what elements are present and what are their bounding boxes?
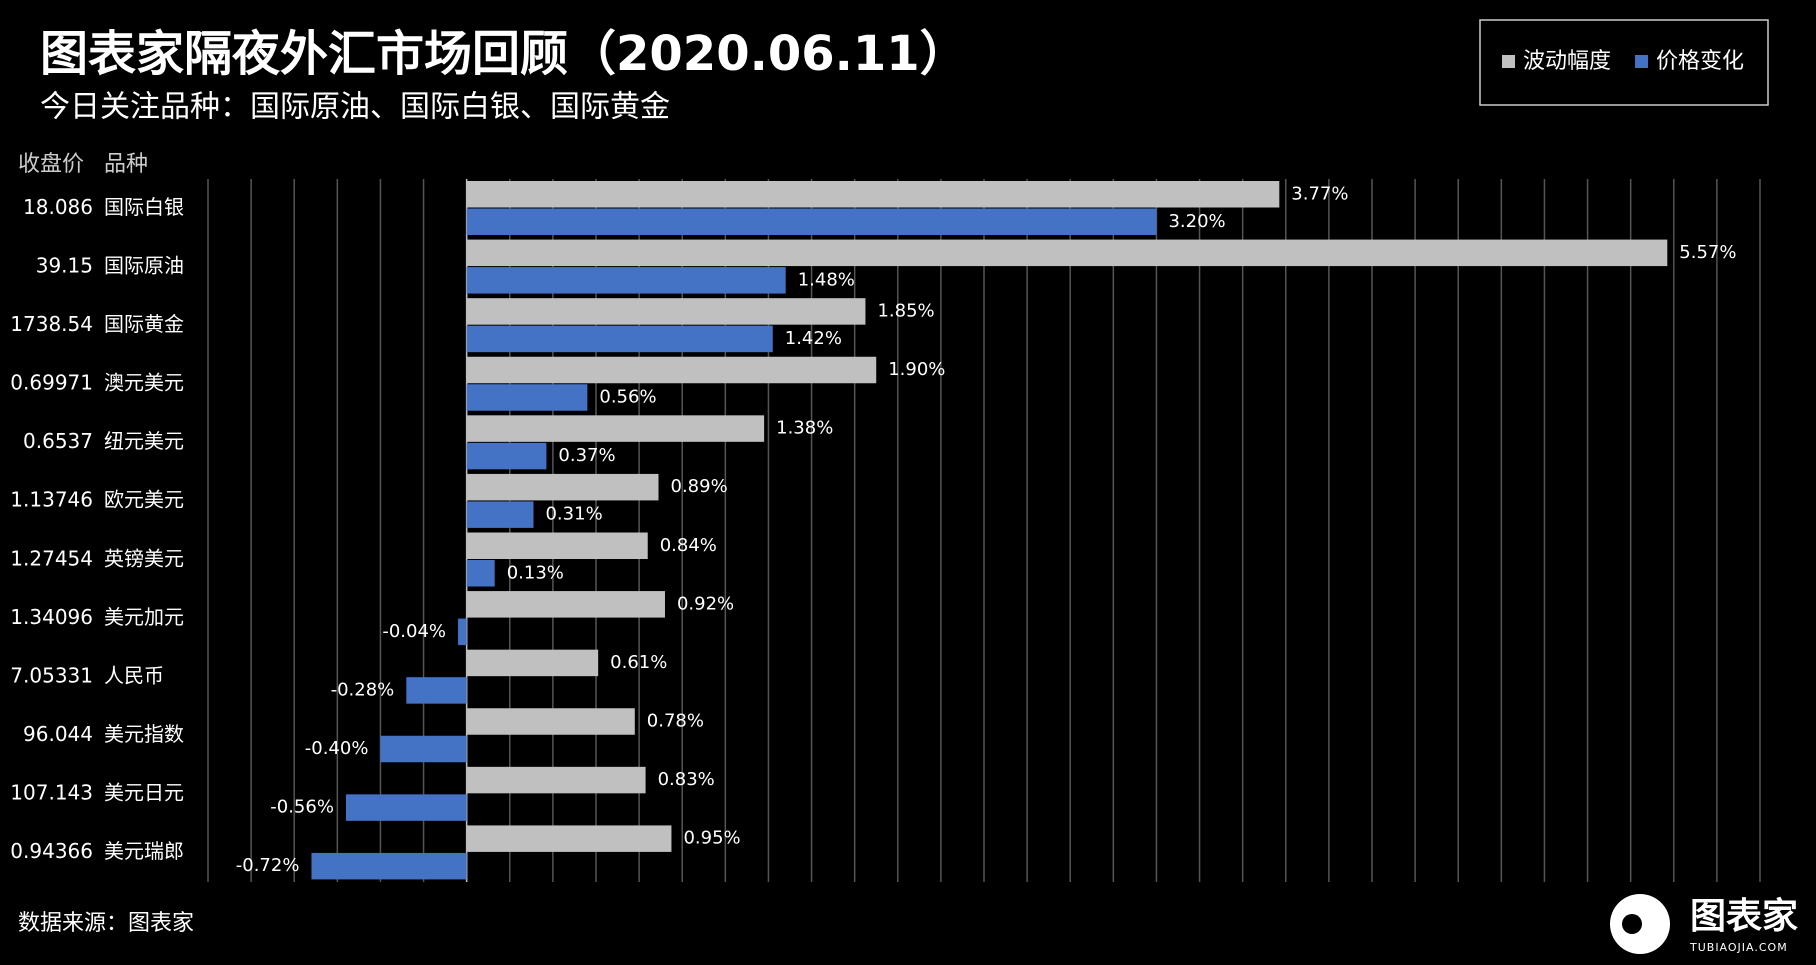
close-price: 39.15 (36, 253, 93, 277)
data-label: 3.20% (1168, 211, 1225, 232)
logo-name: 图表家 (1690, 896, 1798, 937)
y-tick-label: 美元指数 (104, 722, 184, 746)
bar (466, 766, 646, 794)
bar (466, 384, 588, 411)
data-label: -0.56% (270, 797, 334, 818)
legend-box (1479, 19, 1769, 106)
y-tick-label: 美元日元 (104, 781, 184, 805)
close-price: 7.05331 (10, 663, 93, 687)
y-tick-label: 澳元美元 (104, 371, 184, 395)
bar (466, 825, 672, 852)
bar (466, 473, 659, 501)
data-label: 0.84% (660, 535, 717, 556)
bar (458, 618, 467, 646)
data-label: 1.38% (776, 418, 833, 439)
y-tick-label: 人民币 (104, 663, 164, 687)
data-label: 0.31% (545, 504, 602, 525)
close-price: 1.13746 (10, 488, 93, 512)
bar (311, 852, 467, 880)
bar (466, 442, 547, 470)
column-header: 收盘价 (18, 152, 84, 177)
bar (466, 501, 534, 528)
close-price: 107.143 (10, 781, 93, 805)
source: 数据来源：图表家 (18, 911, 194, 936)
legend-label: 价格变化 (1656, 49, 1744, 74)
y-tick-label: 纽元美元 (104, 429, 184, 453)
data-label: 0.61% (610, 652, 667, 673)
data-label: -0.72% (236, 855, 300, 876)
y-tick-label: 国际白银 (104, 195, 184, 219)
data-label: -0.40% (305, 738, 369, 759)
bar (466, 239, 1668, 267)
close-price: 0.94366 (10, 839, 93, 863)
data-label: 0.95% (683, 828, 740, 849)
close-price: 1738.54 (10, 312, 93, 336)
data-label: 0.56% (599, 387, 656, 408)
data-label: 3.77% (1291, 183, 1348, 204)
logo: 图表家 TUBIAOJIA.COM (1610, 894, 1798, 954)
close-price: 1.34096 (10, 605, 93, 629)
bar (466, 415, 765, 442)
data-label: -0.04% (382, 621, 446, 642)
y-tick-label: 欧元美元 (104, 488, 184, 512)
chart-title: 图表家隔夜外汇市场回顾（2020.06.11） (40, 26, 968, 82)
close-price: 0.69971 (10, 371, 93, 395)
logo-icon (1622, 914, 1642, 934)
legend-swatch (1502, 55, 1515, 68)
data-label: 0.92% (677, 593, 734, 614)
data-label: 1.90% (888, 359, 945, 380)
bar (466, 591, 665, 618)
data-label: 0.37% (558, 445, 615, 466)
data-label: 0.78% (647, 711, 704, 732)
close-price: 1.27454 (10, 546, 93, 570)
bar (466, 181, 1280, 208)
bar (466, 560, 495, 587)
bar (466, 298, 866, 325)
data-label: 0.89% (671, 476, 728, 497)
data-label: 5.57% (1679, 242, 1736, 263)
data-label: 0.13% (507, 562, 564, 583)
y-tick-label: 美元加元 (104, 605, 184, 629)
legend-swatch (1635, 55, 1649, 68)
y-tick-label: 国际原油 (104, 253, 184, 277)
bar (466, 356, 877, 384)
logo-url: TUBIAOJIA.COM (1689, 941, 1788, 954)
close-price: 0.6537 (23, 429, 93, 453)
bar (466, 708, 635, 735)
bar (466, 325, 773, 353)
data-label: 1.48% (798, 269, 855, 290)
y-tick-label: 英镑美元 (104, 546, 184, 570)
bar (466, 649, 599, 677)
bar (466, 208, 1157, 235)
legend-label: 波动幅度 (1523, 49, 1611, 74)
bar (466, 532, 648, 559)
bar (466, 267, 786, 294)
bar (345, 794, 467, 821)
close-price: 96.044 (23, 722, 93, 746)
y-tick-label: 美元瑞郎 (104, 839, 184, 863)
close-price: 18.086 (23, 195, 93, 219)
data-label: 1.85% (877, 300, 934, 321)
data-label: 0.83% (658, 769, 715, 790)
bar (406, 677, 467, 704)
y-tick-label: 国际黄金 (104, 312, 184, 336)
chart-subtitle: 今日关注品种：国际原油、国际白银、国际黄金 (40, 90, 670, 125)
bar (380, 735, 467, 763)
data-label: -0.28% (331, 679, 395, 700)
column-header: 品种 (104, 152, 148, 177)
data-label: 1.42% (785, 328, 842, 349)
